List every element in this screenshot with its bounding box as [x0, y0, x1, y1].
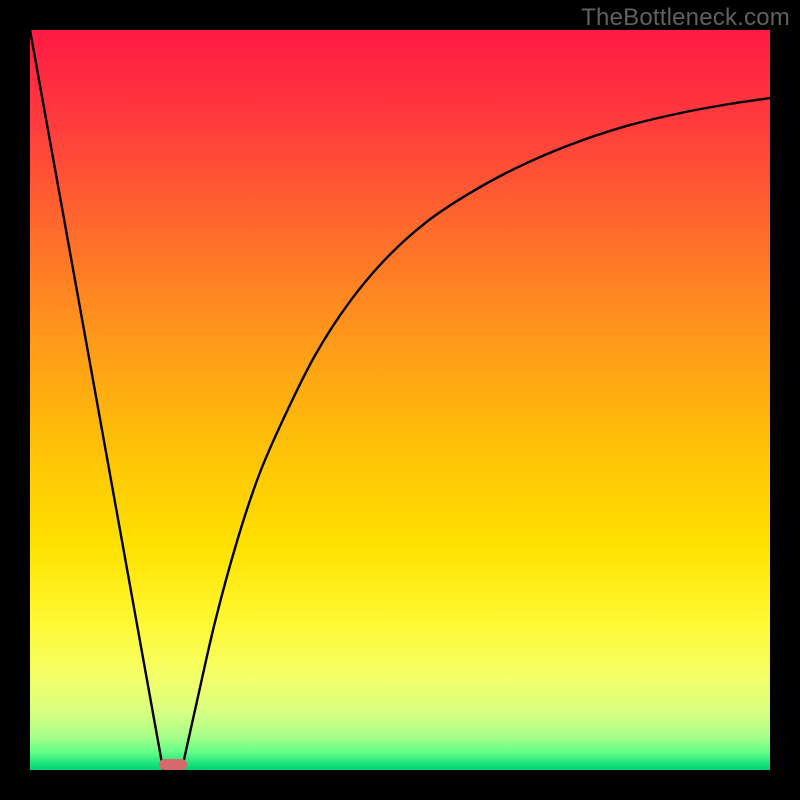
watermark-text: TheBottleneck.com	[581, 4, 790, 32]
bottom-marker	[159, 759, 187, 770]
gradient-background	[30, 30, 770, 770]
plot-area	[30, 30, 770, 770]
chart-frame: TheBottleneck.com	[0, 0, 800, 800]
bottleneck-curve-chart	[30, 30, 770, 770]
